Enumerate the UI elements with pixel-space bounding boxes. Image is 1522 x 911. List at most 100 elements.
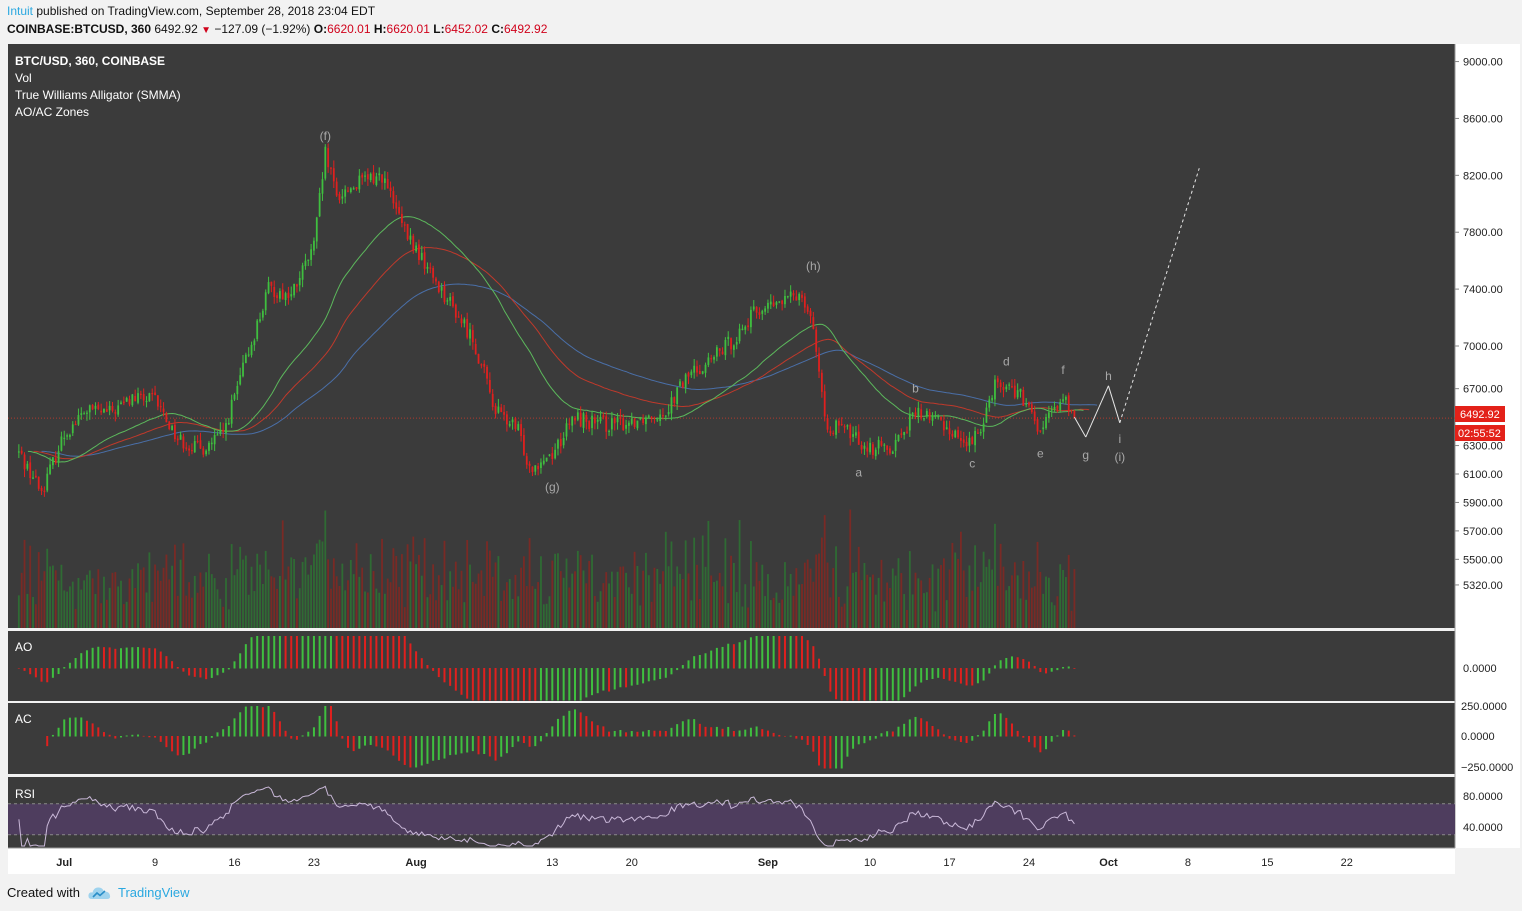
candle-body-174 (511, 419, 514, 423)
legend-aoac[interactable]: AO/AC Zones (15, 105, 89, 119)
legend-vol[interactable]: Vol (15, 71, 32, 85)
ac-bar-366 (1056, 735, 1059, 737)
ac-bar-36 (120, 736, 122, 738)
candle-body-135 (401, 213, 403, 223)
candle-body-0 (17, 451, 20, 453)
ao-bar-292 (846, 668, 849, 701)
volume-bar-223 (650, 601, 653, 628)
ac-bar-170 (500, 736, 503, 757)
ao-bar-28 (97, 646, 100, 669)
ao-bar-366 (1056, 668, 1059, 671)
volume-bar-182 (534, 588, 537, 628)
volume-bar-322 (931, 564, 934, 628)
candle-body-193 (565, 423, 568, 437)
footer: Created with TradingView (7, 885, 190, 900)
candle-body-124 (369, 173, 372, 181)
ac-bar-120 (358, 736, 361, 749)
ac-bar-216 (630, 731, 633, 737)
pane-backgrounds (8, 44, 1520, 874)
volume-bar-22 (80, 589, 83, 628)
candle-body-153 (452, 296, 454, 307)
time-axis[interactable]: Jul 9 16 23 Aug 13 20 Sep 10 17 24 Oct 8 15 22 (56, 857, 1353, 869)
ac-bar-126 (375, 736, 378, 747)
candle-body-352 (1016, 390, 1019, 398)
volume-bar-330 (954, 552, 957, 628)
ao-bar-352 (1016, 657, 1019, 669)
ac-bar-172 (505, 736, 508, 754)
legend-symbol[interactable]: BTC/USD, 360, COINBASE (15, 54, 165, 68)
ao-bar-264 (766, 636, 769, 669)
legend-alligator[interactable]: True Williams Alligator (SMMA) (15, 88, 181, 102)
price-axis[interactable]: 9500.009000.008600.008200.007800.007400.… (1455, 0, 1513, 834)
ac-bar-40 (131, 734, 134, 737)
candle-body-118 (352, 188, 355, 190)
ac-bar-78 (239, 712, 242, 737)
volume-bar-248 (721, 586, 724, 628)
candle-body-279 (809, 310, 812, 317)
candle-body-260 (755, 306, 758, 313)
candle-body-69 (213, 435, 216, 445)
volume-bar-345 (996, 585, 999, 628)
volume-bar-59 (185, 595, 188, 628)
candle-body-368 (1062, 399, 1064, 402)
volume-bar-54 (171, 565, 173, 628)
candle-body-56 (176, 438, 179, 441)
ao-bar-58 (182, 668, 185, 672)
wave-label-5: c (969, 457, 975, 471)
tradingview-cloud-icon[interactable] (88, 886, 112, 900)
ac-bar-264 (766, 730, 769, 737)
candle-body-160 (471, 330, 474, 343)
volume-bar-157 (463, 602, 466, 628)
candle-body-162 (477, 353, 480, 364)
ac-bar-80 (244, 706, 247, 737)
candle-body-308 (891, 451, 894, 454)
ao-bar-40 (131, 647, 134, 669)
ao-bar-50 (159, 651, 162, 669)
ac-pane-label: AC (15, 712, 32, 726)
candle-body-215 (628, 422, 630, 426)
price-tick-label-9: 6100.00 (1463, 469, 1503, 481)
time-axis-bg (8, 848, 1455, 874)
candle-body-32 (108, 405, 111, 411)
ao-bar-70 (216, 668, 219, 676)
candle-body-60 (188, 448, 190, 451)
volume-bar-63 (196, 592, 199, 628)
volume-bar-307 (889, 588, 891, 628)
volume-bar-259 (752, 586, 755, 628)
volume-bar-365 (1053, 605, 1056, 628)
candle-body-369 (1064, 396, 1067, 400)
candle-body-86 (261, 310, 264, 318)
ac-tick-label-2: −250.0000 (1461, 762, 1513, 774)
ac-bar-94 (284, 730, 287, 737)
volume-bar-247 (718, 572, 721, 628)
candle-body-58 (182, 436, 185, 449)
tradingview-brand-link[interactable]: TradingView (117, 885, 190, 900)
ac-bar-92 (278, 721, 281, 737)
candle-body-38 (125, 398, 128, 402)
ao-bar-132 (392, 636, 395, 669)
volume-bar-202 (591, 554, 593, 628)
ac-bar-90 (273, 711, 276, 737)
volume-bar-132 (392, 548, 395, 628)
ao-bar-198 (579, 668, 582, 701)
ac-bar-114 (341, 736, 344, 739)
author-link[interactable]: Intuit (7, 4, 34, 18)
candle-body-7 (37, 476, 40, 489)
volume-bar-281 (815, 554, 818, 628)
volume-bar-188 (551, 560, 554, 628)
volume-bar-185 (542, 604, 545, 628)
candle-body-55 (174, 424, 176, 440)
candle-body-53 (168, 421, 171, 429)
time-tick-label-6: 20 (626, 857, 638, 869)
candle-body-143 (423, 252, 426, 269)
volume-bar-109 (327, 559, 330, 628)
ac-bar-356 (1028, 736, 1030, 743)
volume-bar-318 (920, 580, 923, 628)
volume-bar-266 (772, 597, 775, 628)
ao-bar-60 (188, 668, 191, 676)
volume-bar-310 (897, 558, 900, 628)
volume-bar-133 (395, 555, 398, 628)
candle-body-75 (230, 399, 233, 424)
candle-body-73 (225, 423, 227, 434)
